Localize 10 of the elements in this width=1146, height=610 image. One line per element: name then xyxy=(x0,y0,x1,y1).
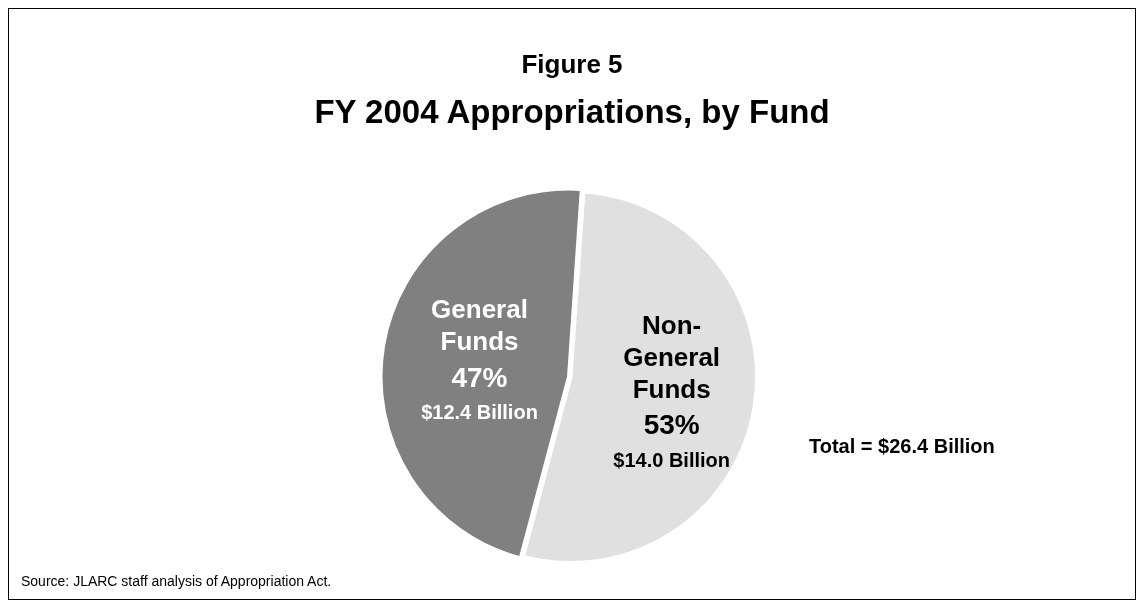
chart-subtitle: FY 2004 Appropriations, by Fund xyxy=(313,93,831,131)
text: $14.0 Billion xyxy=(613,449,731,472)
slice-label: Non-General Funds xyxy=(623,309,721,404)
source-note: Source: JLARC staff analysis of Appropriation Act. xyxy=(21,573,332,589)
data-label: 47% xyxy=(451,361,508,393)
chart-title: Figure 5 xyxy=(520,49,624,80)
text: $12.4 Billion xyxy=(421,401,538,424)
text: Total = $26.4 Billion xyxy=(809,435,995,458)
slice-label: General Funds xyxy=(431,294,528,357)
data-label: 53% xyxy=(643,409,700,441)
